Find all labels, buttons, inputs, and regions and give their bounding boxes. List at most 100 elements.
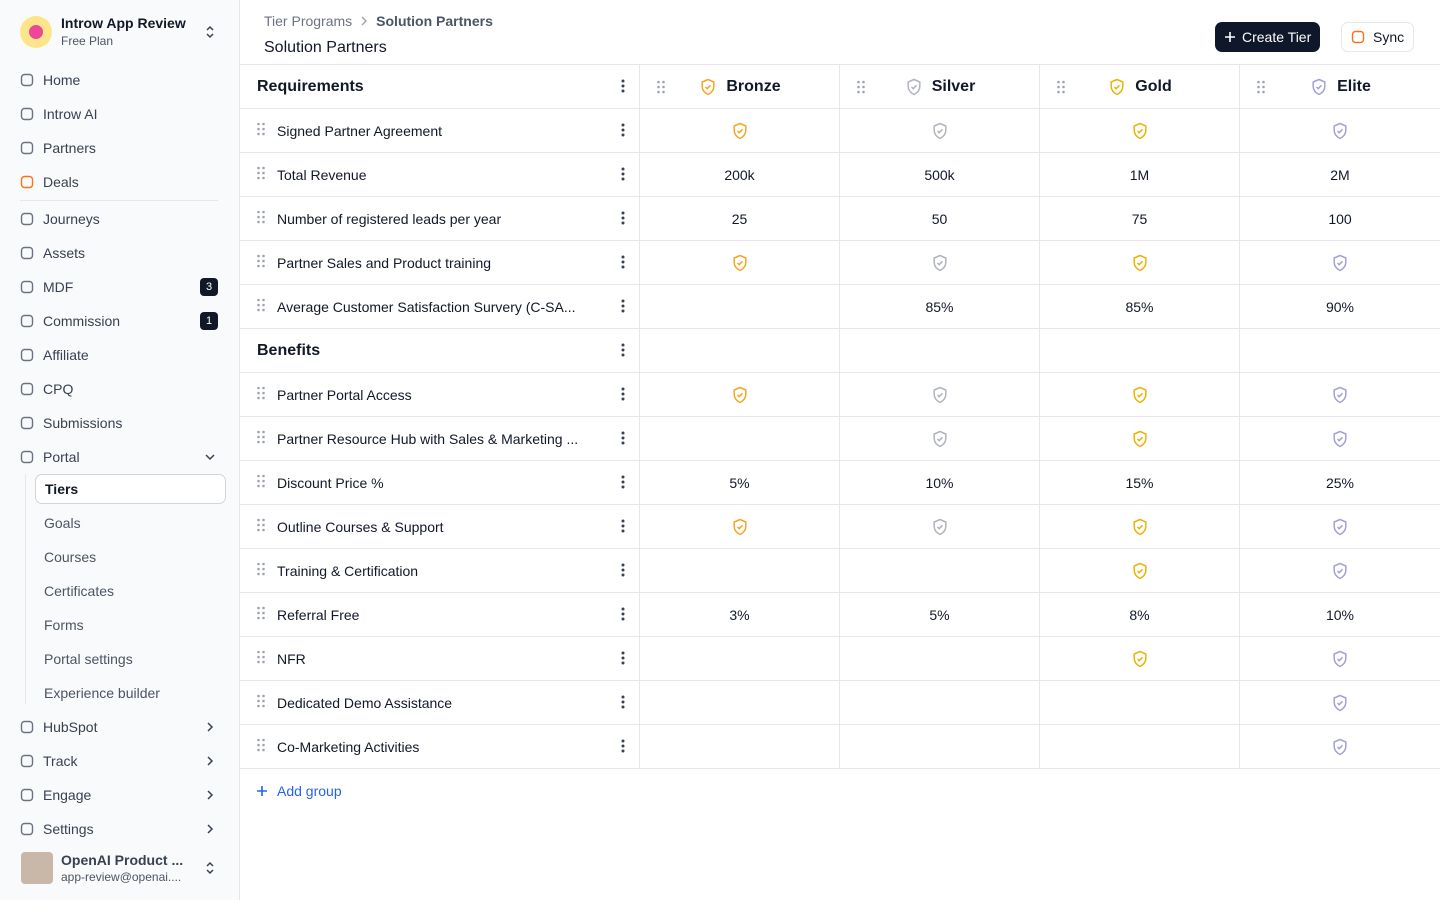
icon	[20, 382, 34, 396]
sub-nav-item[interactable]: Certificates	[44, 583, 115, 599]
nav-item[interactable]: Engage	[12, 780, 226, 810]
row-label-cell: Co-Marketing Activities	[240, 725, 640, 768]
cell-value: 10%	[925, 474, 954, 491]
tier-cell	[1240, 241, 1440, 284]
tier-name: Bronze	[726, 77, 781, 95]
divider	[20, 200, 218, 201]
row-label: Average Customer Satisfaction Survery (C…	[277, 298, 576, 315]
nav-item[interactable]: Settings	[12, 814, 226, 844]
breadcrumb-item[interactable]: Tier Programs	[264, 13, 353, 29]
nav-item[interactable]: Deals	[12, 167, 226, 197]
icon	[20, 348, 34, 362]
sub-nav-item[interactable]: Courses	[44, 549, 97, 565]
tier-cell: 5%	[840, 593, 1040, 636]
create-tier-button[interactable]: Create Tier	[1215, 22, 1321, 52]
tier-cell: 50	[840, 197, 1040, 240]
requirement-row: Partner Portal Access	[240, 373, 1440, 417]
tier-name: Gold	[1135, 77, 1172, 95]
tier-cell	[840, 373, 1040, 416]
cell-value: 15%	[1125, 474, 1154, 491]
sub-nav-item[interactable]: Portal settings	[44, 651, 133, 667]
tier-cell: 75	[1040, 197, 1240, 240]
sub-nav-item[interactable]: Goals	[44, 515, 81, 531]
nav-item[interactable]: Partners	[12, 133, 226, 163]
icon	[20, 754, 34, 768]
nav-item[interactable]: Introw AI	[12, 99, 226, 129]
tier-cell	[1040, 549, 1240, 592]
row-label: NFR	[277, 650, 306, 667]
nav-badge: 1	[200, 312, 218, 330]
tier-cell	[1240, 549, 1440, 592]
sub-nav-item[interactable]: Tiers	[35, 474, 226, 504]
nav-item[interactable]: CPQ	[12, 374, 226, 404]
tier-cell	[640, 373, 840, 416]
requirement-row: Outline Courses & Support	[240, 505, 1440, 549]
tier-cell	[840, 241, 1040, 284]
requirement-row: Average Customer Satisfaction Survery (C…	[240, 285, 1440, 329]
tier-cell: 500k	[840, 153, 1040, 196]
tier-cell	[640, 241, 840, 284]
add-group-button[interactable]: Add group	[256, 783, 342, 799]
tier-header: Silver	[840, 65, 1040, 108]
row-label: Discount Price %	[277, 474, 384, 491]
nav-item[interactable]: Assets	[12, 238, 226, 268]
add-group-label: Add group	[277, 783, 342, 799]
nav-label: Submissions	[43, 415, 123, 431]
cell-value: 500k	[924, 166, 955, 183]
tier-cell: 25	[640, 197, 840, 240]
tier-cell: 2M	[1240, 153, 1440, 196]
cell-value: 75	[1131, 210, 1148, 227]
nav-item[interactable]: Commission 1	[12, 306, 226, 336]
tier-cell	[1040, 505, 1240, 548]
nav-label: CPQ	[43, 381, 74, 397]
tier-header: Bronze	[640, 65, 840, 108]
user-menu[interactable]	[203, 860, 217, 881]
nav-label: Journeys	[43, 211, 100, 227]
nav-item[interactable]: MDF 3	[12, 272, 226, 302]
icon	[20, 212, 34, 226]
icon	[1351, 30, 1365, 44]
switcher[interactable]	[203, 24, 217, 45]
row-label-cell: Referral Free	[240, 593, 640, 636]
row-label: Co-Marketing Activities	[277, 738, 420, 755]
tier-cell	[1240, 417, 1440, 460]
requirement-row: Referral Free 3% 5% 8% 10%	[240, 593, 1440, 637]
nav-item[interactable]: Affiliate	[12, 340, 226, 370]
nav-item[interactable]: Journeys	[12, 204, 226, 234]
icon	[20, 246, 34, 260]
sub-nav-item[interactable]: Experience builder	[44, 685, 160, 701]
requirement-row: Number of registered leads per year 25 50 7…	[240, 197, 1440, 241]
tier-cell: 100	[1240, 197, 1440, 240]
nav-item[interactable]: HubSpot	[12, 712, 226, 742]
row-label: Training & Certification	[277, 562, 419, 579]
logo	[20, 16, 52, 48]
row-label-cell: Average Customer Satisfaction Survery (C…	[240, 285, 640, 328]
nav-item[interactable]: Home	[12, 65, 226, 95]
group-name: Requirements	[257, 77, 364, 95]
tier-cell	[840, 505, 1040, 548]
tier-cell	[1240, 373, 1440, 416]
icon	[20, 720, 34, 734]
requirement-row: Dedicated Demo Assistance	[240, 681, 1440, 725]
nav-item[interactable]: Submissions	[12, 408, 226, 438]
cell-value: 5%	[929, 606, 950, 623]
tier-header	[1040, 329, 1240, 372]
nav-label: Affiliate	[43, 347, 89, 363]
create-tier-label: Create Tier	[1242, 29, 1312, 45]
requirement-row: Discount Price % 5% 10% 15% 25%	[240, 461, 1440, 505]
tier-cell	[1240, 725, 1440, 768]
nav-item[interactable]: Track	[12, 746, 226, 776]
workspace-plan: Free Plan	[61, 34, 114, 48]
page-title: Solution Partners	[264, 39, 387, 56]
sync-button[interactable]: Sync	[1341, 22, 1415, 52]
nav-label: MDF	[43, 279, 74, 295]
tier-cell: 90%	[1240, 285, 1440, 328]
tier-cell	[1240, 109, 1440, 152]
row-label-cell: Partner Resource Hub with Sales & Market…	[240, 417, 640, 460]
nav-item[interactable]: Portal	[12, 442, 226, 472]
sub-nav-item[interactable]: Forms	[44, 617, 84, 633]
group-name: Benefits	[257, 341, 321, 359]
row-label-cell: Signed Partner Agreement	[240, 109, 640, 152]
tier-cell	[1040, 681, 1240, 724]
requirement-row: Partner Resource Hub with Sales & Market…	[240, 417, 1440, 461]
